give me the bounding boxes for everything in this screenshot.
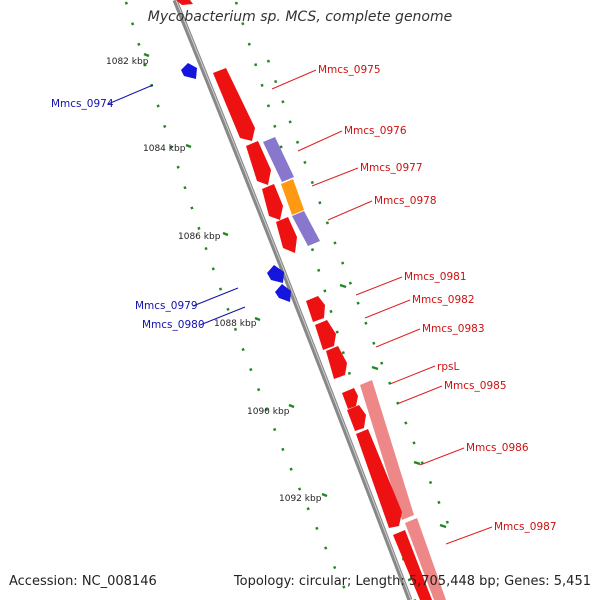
gene-label-mmcs-0985[interactable]: Mmcs_0985 (444, 380, 507, 392)
gene-arrow-partial-top[interactable] (176, 0, 193, 5)
gene-label-mmcs-0982[interactable]: Mmcs_0982 (412, 294, 475, 306)
kbp-label-1082: 1082 kbp (106, 57, 149, 67)
gene-arrow-mmcs-0982[interactable] (315, 320, 336, 350)
gene-arrow-mmcs-0986[interactable] (356, 429, 402, 528)
gene-label-mmcs-0987[interactable]: Mmcs_0987 (494, 521, 557, 533)
gene-arrow-mmcs-0980[interactable] (275, 284, 291, 302)
tick-ring-inner-right (234, 1, 417, 600)
gene-label-mmcs-0979[interactable]: Mmcs_0979 (135, 300, 198, 312)
topology-text: Topology: circular; Length: 5,705,448 bp… (233, 574, 591, 589)
gene-label-rpsl[interactable]: rpsL (437, 361, 459, 373)
gene-arrow-mmcs-0985[interactable] (347, 405, 366, 431)
gene-label-mmcs-0986[interactable]: Mmcs_0986 (466, 442, 529, 454)
gene-arrow-mmcs-0987[interactable] (393, 530, 432, 600)
gene-label-mmcs-0978[interactable]: Mmcs_0978 (374, 195, 437, 207)
leader-lines-forward (271, 69, 493, 545)
genome-title: Mycobacterium sp. MCS, complete genome (147, 9, 453, 25)
gene-label-mmcs-0974[interactable]: Mmcs_0974 (51, 98, 114, 110)
gene-arrow-mmcs-0975[interactable] (213, 68, 255, 141)
leader-lines-reverse (107, 84, 246, 326)
gene-labels-forward: Mmcs_0975 Mmcs_0976 Mmcs_0977 Mmcs_0978 … (318, 64, 557, 533)
cds-band-pink-lower[interactable] (405, 518, 446, 600)
genome-backbone-highlight (175, 0, 412, 600)
gene-arrow-mmcs-0978[interactable] (276, 217, 297, 253)
kbp-labels: 1082 kbp 1084 kbp 1086 kbp 1088 kbp 1090… (106, 57, 322, 504)
cds-band-pink-upper[interactable] (360, 380, 414, 520)
kbp-label-1090: 1090 kbp (247, 407, 290, 417)
gene-label-mmcs-0981[interactable]: Mmcs_0981 (404, 271, 467, 283)
gene-labels-reverse: Mmcs_0974 Mmcs_0979 Mmcs_0980 (51, 98, 205, 331)
kbp-label-1092: 1092 kbp (279, 494, 322, 504)
gene-label-mmcs-0975[interactable]: Mmcs_0975 (318, 64, 381, 76)
gene-arrow-mmcs-0979[interactable] (267, 265, 284, 283)
tick-ring-left (124, 1, 352, 600)
gene-label-mmcs-0980[interactable]: Mmcs_0980 (142, 319, 205, 331)
kbp-major-ticks (143, 52, 447, 529)
kbp-label-1084: 1084 kbp (143, 144, 186, 154)
cds-band-purple-lower[interactable] (292, 211, 320, 246)
kbp-label-1086: 1086 kbp (178, 232, 221, 242)
gene-arrow-mmcs-0981[interactable] (306, 296, 325, 322)
gene-arrow-mmcs-0977[interactable] (262, 184, 283, 220)
gene-label-mmcs-0976[interactable]: Mmcs_0976 (344, 125, 407, 137)
kbp-label-1088: 1088 kbp (214, 319, 257, 329)
cds-band-purple-upper[interactable] (263, 137, 294, 182)
genome-backbone (172, 0, 413, 600)
gene-arrow-mmcs-0983[interactable] (326, 346, 347, 379)
accession-text: Accession: NC_008146 (9, 574, 157, 589)
gene-arrow-rpsl[interactable] (342, 388, 358, 409)
gene-label-mmcs-0977[interactable]: Mmcs_0977 (360, 162, 423, 174)
gene-arrow-mmcs-0976[interactable] (246, 141, 271, 185)
cds-band-orange[interactable] (281, 179, 304, 215)
gene-arrow-mmcs-0974[interactable] (181, 63, 197, 79)
gene-label-mmcs-0983[interactable]: Mmcs_0983 (422, 323, 485, 335)
